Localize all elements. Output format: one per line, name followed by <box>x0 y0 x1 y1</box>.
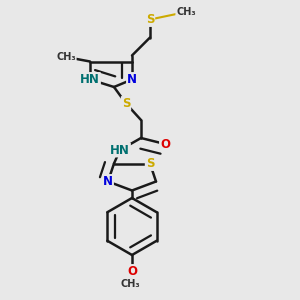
Text: S: S <box>122 97 130 110</box>
Text: CH₃: CH₃ <box>121 279 140 290</box>
Text: N: N <box>127 73 137 86</box>
Text: S: S <box>146 13 154 26</box>
Text: N: N <box>103 175 113 188</box>
Text: HN: HN <box>110 143 130 157</box>
Text: S: S <box>146 157 154 170</box>
Text: CH₃: CH₃ <box>56 52 76 62</box>
Text: HN: HN <box>80 73 100 86</box>
Text: CH₃: CH₃ <box>176 7 196 17</box>
Text: O: O <box>127 265 137 278</box>
Text: O: O <box>160 137 170 151</box>
